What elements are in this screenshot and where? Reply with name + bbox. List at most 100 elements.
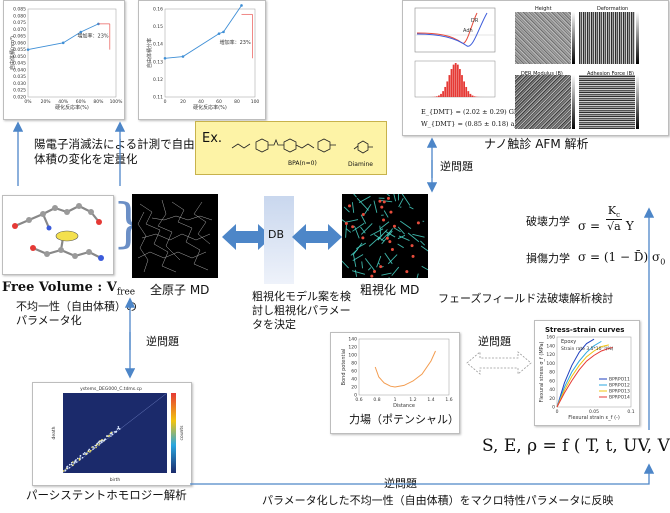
bead-bond	[373, 200, 378, 213]
bead-particle	[372, 269, 376, 273]
x-axis-label: 硬化反応率(%)	[55, 104, 89, 111]
y-axis-label: 自由体積(nm³)	[9, 36, 16, 70]
legend-label: BPRPO12	[609, 383, 630, 389]
persistence-point	[78, 458, 81, 460]
epoxy-label: Epoxy	[561, 339, 576, 345]
afm-modulus-map	[515, 75, 571, 129]
force-label-adh: Adh	[463, 28, 473, 34]
hist-bar	[448, 75, 451, 97]
bond-potential-chart: 0 20 40 60 80 100 120 140 0.6 0.8 1 1.2 1.4 1.6 Distan…	[341, 337, 453, 410]
x-tick-label: 80%	[93, 99, 104, 105]
plot-area	[27, 8, 117, 98]
hist-bar	[452, 64, 455, 97]
stress-strain-panel: Stress-strain curves 0 20 40 60 80 100 120 140 1…	[534, 320, 640, 426]
bead-bond	[387, 254, 398, 265]
bead-particle	[385, 236, 389, 240]
positron-text-content: 陽電子消滅法による計測で自由体積の変化を定量化	[34, 137, 195, 166]
x-tick-label: 1.2	[409, 397, 416, 403]
afm-title-height: Height	[535, 6, 552, 12]
persistence-point	[62, 470, 65, 472]
bead-bond	[343, 206, 350, 213]
hist-bar	[454, 63, 457, 97]
bead-bond	[364, 258, 375, 271]
data-point	[97, 22, 100, 26]
w-dmt-result: W_{DMT} = (0.85 ± 0.18) aJ	[421, 120, 518, 128]
persistence-point	[109, 432, 112, 435]
series-line	[556, 344, 609, 408]
diamine-label: Diamine	[348, 161, 373, 168]
persistence-point	[96, 442, 98, 445]
persistence-point	[99, 442, 101, 444]
coarse-note: 粗視化モデル案を検討し粗視化パラメータを決定	[252, 290, 358, 332]
bead-bond	[393, 194, 397, 202]
bead-bond	[393, 227, 401, 233]
afm-title-deformation: Deformation	[597, 6, 629, 12]
bead-bond	[345, 219, 359, 223]
colorbar-label: counts	[179, 425, 185, 441]
afm-height-map	[515, 12, 571, 64]
ex-label: Ex.	[202, 131, 223, 146]
y-tick-label: 80	[549, 370, 555, 376]
y-tick-label: 20	[549, 396, 555, 402]
bead-particle	[382, 200, 386, 204]
x-tick-label: 0.8	[373, 397, 380, 403]
persistence-point	[89, 451, 91, 453]
bead-bond	[397, 226, 405, 235]
data-point	[79, 30, 83, 34]
annotation-text: 増加率：23%	[78, 32, 109, 39]
hist-bar	[435, 96, 438, 97]
bead-bond	[361, 261, 363, 269]
y-tick-label: 0.12	[153, 77, 163, 83]
hist-bar	[461, 75, 463, 97]
bead-bond	[397, 243, 404, 249]
bead-particle	[411, 254, 415, 258]
data-point	[163, 56, 167, 60]
fracture-label: 破壊力学	[526, 215, 570, 228]
bead-bond	[351, 270, 366, 275]
bead-bond	[421, 265, 428, 271]
persistence-point	[76, 457, 79, 460]
bead-particle	[361, 236, 365, 240]
bead-bond	[352, 242, 363, 256]
annotation-text: 増加率：23%	[220, 39, 251, 46]
force-field-label: 力場（ポテンシャル）	[349, 413, 459, 426]
series-line	[374, 350, 436, 388]
bead-bond	[400, 220, 412, 229]
x-tick-label: 1.4	[427, 397, 434, 403]
hist-bar	[459, 69, 461, 97]
bead-bond	[354, 269, 358, 277]
free-volume-label: Free Volume : Vfree	[2, 281, 135, 300]
persistence-point	[98, 444, 100, 446]
series-line	[556, 347, 613, 408]
free-volume-text: Free Volume : V	[2, 280, 117, 295]
bead-bond	[370, 228, 384, 236]
persistence-point	[74, 459, 77, 462]
bead-bond	[381, 272, 392, 276]
bead-bond	[345, 224, 347, 238]
hist-bar	[442, 91, 444, 97]
bead-bond	[401, 194, 411, 206]
force-field-panel: 0 20 40 60 80 100 120 140 0.6 0.8 1 1.2 1.4 1.6 Distan…	[330, 332, 460, 434]
persistence-point	[87, 449, 90, 452]
db-label: DB	[268, 228, 285, 241]
series-line	[27, 23, 99, 51]
y-tick-label: 0.16	[153, 7, 163, 13]
bead-particle	[361, 212, 365, 216]
bead-bond	[356, 197, 369, 211]
bead-bond	[342, 260, 349, 269]
persistence-point	[93, 447, 95, 449]
inverse-label-mid: 逆問題	[478, 335, 511, 348]
y-tick-label: 0.065	[13, 34, 26, 40]
bead-bond	[360, 223, 373, 235]
persistence-point	[110, 435, 112, 437]
y-tick-label: 0.040	[13, 67, 26, 73]
bead-bond	[398, 198, 404, 208]
free-volume-ellipse	[55, 230, 79, 242]
y-tick-label: 140	[546, 343, 555, 349]
heterogeneity-label: 不均一性（自由体積）のパラメータ化	[16, 300, 142, 328]
y-tick-label: 0.11	[153, 95, 163, 101]
bead-bond	[379, 221, 390, 230]
legend-label: BPRPO14	[609, 395, 630, 401]
persistence-point	[68, 463, 71, 466]
